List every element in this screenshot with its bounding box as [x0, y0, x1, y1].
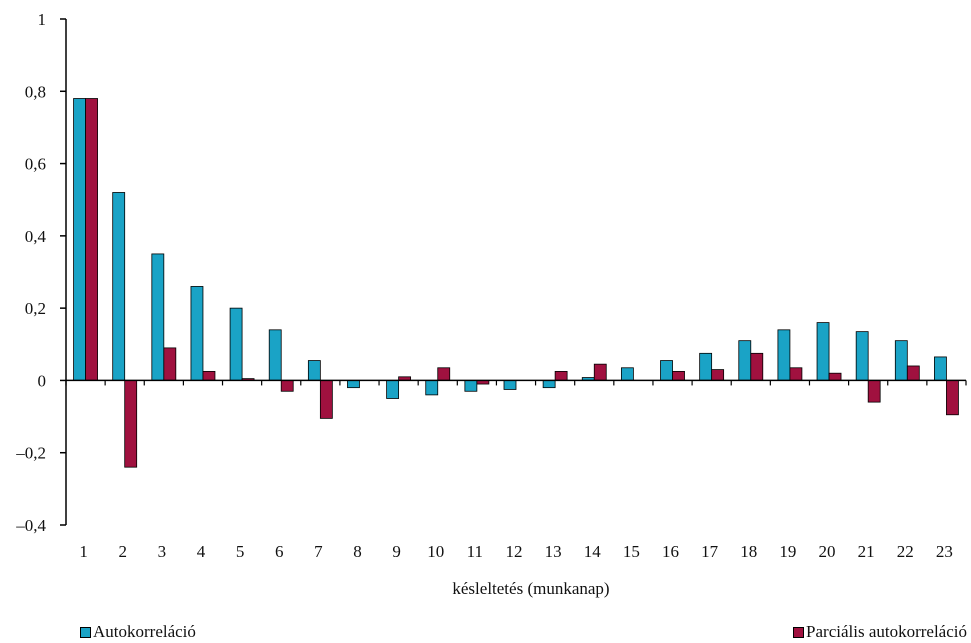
x-tick-label: 13	[545, 542, 562, 561]
y-tick-label: –0,4	[15, 516, 46, 535]
bar-autokorrelacio-4	[190, 286, 204, 381]
x-tick-label: 7	[314, 542, 323, 561]
bar-autokorrelacio-15	[620, 367, 634, 381]
x-tick-label: 10	[427, 542, 444, 561]
bar-autokorrelacio-17	[699, 352, 713, 381]
bar-autokorrelacio-3	[151, 253, 165, 381]
bar-autokorrelacio-20	[816, 322, 830, 381]
bar-parcialis-2	[124, 380, 138, 468]
y-tick-label: 0,8	[25, 82, 46, 101]
x-tick-label: 5	[236, 542, 245, 561]
bar-parcialis-1	[85, 98, 98, 381]
bar-parcialis-14	[593, 363, 607, 381]
x-tick-label: 8	[353, 542, 362, 561]
bar-autokorrelacio-1	[73, 98, 86, 381]
x-tick-label: 6	[275, 542, 284, 561]
bar-autokorrelacio-7	[307, 360, 321, 381]
y-tick-label: –0,2	[15, 444, 46, 463]
legend-swatch-autokorrelacio	[80, 626, 91, 638]
bar-parcialis-18	[750, 352, 764, 381]
bar-parcialis-3	[163, 347, 177, 381]
x-tick-label: 3	[158, 542, 167, 561]
y-tick-label: 0,2	[25, 299, 46, 318]
bar-parcialis-17	[711, 369, 725, 381]
x-tick-label: 22	[897, 542, 914, 561]
x-tick-label: 23	[936, 542, 953, 561]
bar-parcialis-6	[280, 380, 294, 392]
legend-parcialis-autokorrelacio: Parciális autokorreláció	[793, 622, 967, 642]
bar-autokorrelacio-21	[855, 331, 869, 381]
bars-layer	[73, 98, 959, 468]
x-tick-label: 11	[467, 542, 483, 561]
axis-ticks	[60, 18, 967, 526]
bar-autokorrelacio-10	[425, 380, 439, 396]
legend-autokorrelacio: Autokorreláció	[80, 622, 196, 642]
bar-autokorrelacio-19	[777, 329, 791, 381]
x-axis-title: késleltetés (munkanap)	[452, 579, 609, 598]
x-tick-label: 14	[584, 542, 602, 561]
bar-parcialis-19	[789, 367, 803, 381]
y-tick-label: 0,6	[25, 155, 46, 174]
legend-label-parcialis: Parciális autokorreláció	[806, 622, 967, 641]
x-tick-label: 21	[858, 542, 875, 561]
bar-parcialis-22	[906, 365, 920, 381]
x-tick-label: 18	[740, 542, 757, 561]
y-tick-label: 0	[38, 371, 47, 390]
bar-autokorrelacio-2	[112, 192, 126, 381]
y-tick-label: 0,4	[25, 227, 47, 246]
x-tick-label: 12	[506, 542, 523, 561]
bar-parcialis-7	[319, 380, 333, 419]
x-tick-label: 19	[779, 542, 796, 561]
legend-swatch-parcialis	[793, 626, 805, 638]
x-tick-labels: 1 2 3 4 5 6 7 8 9 10 11 12 13 14 15 16 17 18 19 20 21 22 23	[79, 542, 953, 561]
x-tick-label: 1	[79, 542, 88, 561]
bar-autokorrelacio-22	[894, 340, 908, 381]
x-tick-label: 20	[819, 542, 836, 561]
y-tick-label: 1	[38, 10, 47, 29]
x-tick-label: 15	[623, 542, 640, 561]
bar-parcialis-23	[946, 380, 959, 416]
x-tick-label: 9	[392, 542, 401, 561]
bar-autokorrelacio-16	[660, 360, 673, 381]
bar-autokorrelacio-9	[386, 380, 400, 399]
bar-parcialis-20	[828, 372, 842, 381]
bar-parcialis-13	[554, 370, 568, 381]
y-tick-labels: 1 0,8 0,6 0,4 0,2 0 –0,2 –0,4	[15, 10, 46, 535]
bar-parcialis-21	[867, 380, 881, 403]
bar-autokorrelacio-12	[503, 380, 517, 390]
x-tick-label: 16	[662, 542, 679, 561]
x-tick-label: 2	[118, 542, 127, 561]
bar-autokorrelacio-6	[268, 329, 282, 381]
x-tick-label: 4	[197, 542, 206, 561]
bar-parcialis-16	[672, 370, 685, 381]
bar-autokorrelacio-5	[229, 307, 243, 381]
bar-autokorrelacio-11	[464, 380, 478, 392]
legend-label-autokorrelacio: Autokorreláció	[93, 622, 196, 641]
x-tick-label: 17	[701, 542, 719, 561]
bar-parcialis-10	[437, 367, 451, 381]
bar-autokorrelacio-18	[738, 340, 752, 381]
bar-parcialis-4	[202, 370, 216, 381]
bar-autokorrelacio-23	[934, 356, 947, 381]
bar-autokorrelacio-13	[542, 380, 556, 389]
bar-autokorrelacio-8	[347, 380, 360, 389]
